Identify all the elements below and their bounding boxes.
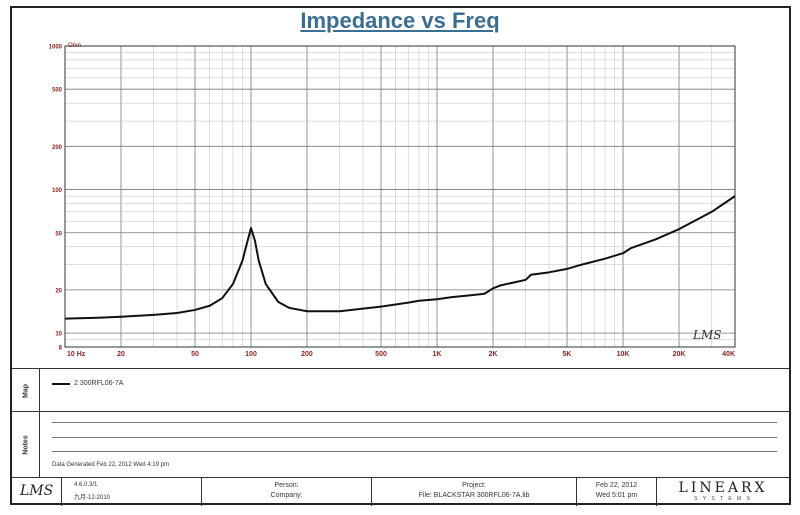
- data-generated-date: Data Generated Feb 22, 2012 Wed 4:19 pm: [52, 462, 169, 468]
- y-tick-label: 1000: [49, 45, 63, 51]
- lms-watermark: LMS: [692, 328, 721, 342]
- x-tick-label: 20K: [673, 351, 686, 358]
- y-tick-label: 100: [52, 188, 63, 194]
- footer-logo-cell: LMS: [12, 478, 62, 506]
- y-tick-label: 50: [55, 231, 62, 237]
- x-tick-label: 40K: [722, 351, 735, 358]
- footer-date-cell: Feb 22, 2012 Wed 5:01 pm: [577, 478, 657, 506]
- footer-person-cell: Person: Company:: [202, 478, 372, 506]
- y-tick-label: 500: [52, 88, 63, 94]
- series-line-impedance: [64, 195, 736, 320]
- x-tick-label: 200: [301, 351, 313, 358]
- version-text: 4.6.0.3/1: [74, 482, 98, 488]
- x-tick-label: 20: [117, 351, 125, 358]
- x-tick-label: 2K: [489, 351, 498, 358]
- company-label: Company:: [270, 492, 303, 499]
- plot-border: [64, 45, 736, 348]
- notes-label: Notes: [22, 435, 29, 455]
- footer-time: Wed 5:01 pm: [595, 492, 638, 499]
- y-axis-label: Ohm: [68, 43, 81, 49]
- y-tick-label: 8: [59, 346, 63, 352]
- x-tick-label: 10 Hz: [67, 351, 86, 358]
- project-file: File: BLACKSTAR 300RFL06-7A.lib: [418, 492, 530, 499]
- x-tick-label: 100: [245, 351, 257, 358]
- footer-panel: LMS 4.6.0.3/1 九月-12-2010 Person: Company…: [12, 477, 789, 506]
- notes-panel: Notes Data Generated Feb 22, 2012 Wed 4:…: [12, 411, 789, 478]
- x-tick-label: 50: [191, 351, 199, 358]
- notes-label-box: Notes: [12, 412, 40, 478]
- chart-title: Impedance vs Freq: [300, 8, 500, 33]
- notes-lines-right: [422, 422, 777, 467]
- footer-project-cell: Project: File: BLACKSTAR 300RFL06-7A.lib: [372, 478, 577, 506]
- linearx-logo: LINEARX: [678, 480, 768, 496]
- map-label: Map: [22, 383, 29, 398]
- person-label: Person:: [274, 482, 299, 489]
- legend-panel: Map 2 300RFL06-7A: [12, 368, 789, 412]
- footer-version-cell: 4.6.0.3/1 九月-12-2010: [62, 478, 202, 506]
- x-tick-label: 5K: [563, 351, 572, 358]
- map-label-box: Map: [12, 369, 40, 412]
- y-tick-label: 10: [55, 332, 62, 338]
- project-label: Project:: [462, 482, 486, 489]
- grid-layer: [64, 45, 736, 348]
- x-tick-label: 1K: [433, 351, 442, 358]
- footer-date: Feb 22, 2012: [595, 482, 638, 489]
- legend-swatch: [52, 382, 70, 385]
- y-tick-labels: 8 10 20 50 100 200 500 1000: [49, 45, 63, 352]
- legend-entry: 2 300RFL06-7A: [52, 380, 123, 387]
- x-tick-labels: 10 Hz 20 50 100 200 500 1K 2K 5K 10K 20K 40K: [67, 351, 735, 358]
- version-date: 九月-12-2010: [74, 495, 111, 501]
- x-tick-label: 500: [375, 351, 387, 358]
- notes-lines-left: [52, 422, 427, 467]
- legend-entry-label: 2 300RFL06-7A: [74, 380, 124, 387]
- linearx-subtitle: S Y S T E M S: [694, 496, 752, 502]
- lms-logo: LMS: [20, 483, 54, 499]
- y-tick-label: 200: [52, 145, 63, 151]
- footer-brand-cell: LINEARX S Y S T E M S: [657, 478, 789, 506]
- y-tick-label: 20: [55, 288, 62, 294]
- x-tick-label: 10K: [617, 351, 630, 358]
